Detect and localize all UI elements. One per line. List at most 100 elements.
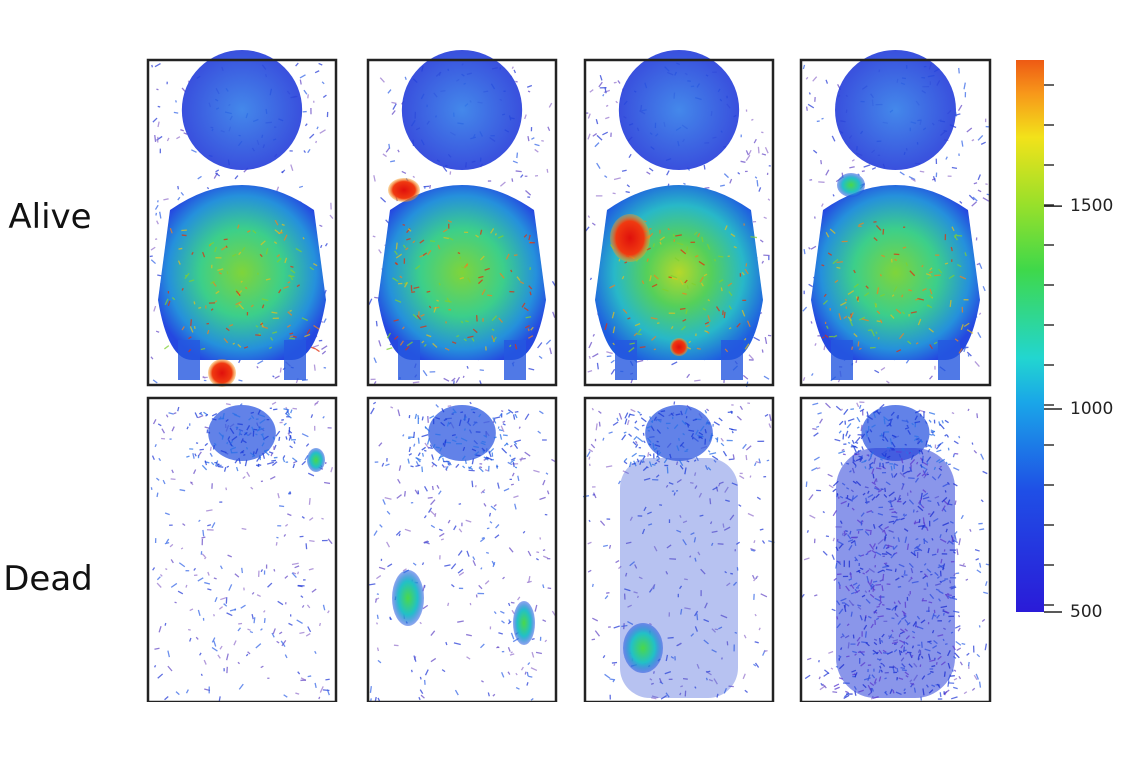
speckle	[718, 255, 724, 258]
speckle	[946, 434, 950, 438]
speckle	[263, 450, 270, 456]
mouse-panel	[583, 50, 775, 388]
speckle	[307, 148, 311, 154]
speckle	[460, 320, 464, 324]
speckle	[890, 314, 895, 319]
speckle	[870, 623, 874, 629]
speckle	[656, 429, 662, 434]
speckle	[430, 499, 436, 506]
speckle	[646, 171, 651, 175]
speckle	[492, 336, 497, 343]
speckle	[933, 341, 938, 345]
speckle	[457, 252, 461, 255]
speckle	[188, 336, 192, 340]
speckle	[744, 343, 750, 350]
speckle	[729, 178, 733, 184]
speckle	[471, 458, 475, 465]
speckle	[304, 123, 308, 127]
speckle	[877, 512, 884, 516]
speckle	[907, 340, 912, 345]
speckle	[707, 422, 711, 426]
speckle	[843, 694, 850, 699]
speckle	[705, 324, 710, 328]
speckle	[919, 413, 922, 417]
speckle	[884, 526, 889, 530]
speckle	[656, 440, 659, 443]
speckle	[255, 325, 259, 328]
speckle	[951, 696, 958, 700]
speckle	[883, 436, 889, 443]
speckle	[910, 576, 913, 580]
speckle	[155, 330, 160, 333]
speckle	[187, 628, 191, 631]
speckle	[165, 538, 170, 544]
speckle	[735, 541, 740, 545]
speckle	[984, 643, 988, 651]
speckle	[670, 325, 674, 330]
speckle	[429, 510, 436, 517]
speckle	[761, 349, 764, 353]
speckle	[905, 262, 909, 267]
speckle	[156, 88, 159, 91]
speckle	[437, 244, 441, 250]
speckle	[261, 434, 266, 441]
speckle	[724, 570, 727, 574]
speckle	[180, 191, 185, 196]
speckle	[185, 689, 189, 694]
speckle	[203, 659, 207, 665]
speckle	[935, 443, 942, 450]
speckle	[673, 424, 679, 430]
speckle	[435, 446, 440, 449]
speckle	[750, 548, 756, 552]
speckle	[920, 463, 923, 468]
speckle	[908, 562, 914, 568]
speckle	[888, 634, 893, 640]
speckle	[979, 528, 985, 531]
speckle	[290, 164, 294, 171]
speckle	[899, 497, 902, 501]
speckle	[432, 342, 438, 348]
speckle	[680, 685, 684, 688]
speckle	[753, 663, 757, 667]
speckle	[289, 309, 292, 312]
speckle	[812, 149, 818, 154]
speckle	[239, 449, 245, 454]
speckle	[936, 576, 940, 579]
speckle	[318, 622, 322, 627]
speckle	[318, 696, 321, 700]
speckle	[296, 284, 300, 288]
speckle	[301, 516, 305, 519]
speckle	[405, 345, 410, 351]
speckle	[279, 367, 282, 373]
speckle	[897, 620, 902, 625]
speckle	[886, 544, 890, 549]
speckle	[443, 377, 450, 382]
speckle	[702, 307, 707, 311]
speckle	[481, 536, 485, 540]
speckle	[628, 413, 631, 418]
speckle	[528, 367, 535, 371]
speckle	[910, 551, 917, 557]
speckle	[663, 458, 668, 464]
speckle	[833, 683, 840, 688]
speckle	[904, 619, 909, 625]
speckle	[217, 268, 224, 271]
speckle	[825, 535, 830, 538]
speckle	[467, 277, 471, 283]
speckle	[486, 551, 489, 554]
speckle	[805, 76, 809, 80]
speckle	[806, 529, 809, 533]
speckle	[695, 429, 699, 435]
speckle	[238, 251, 242, 256]
speckle	[231, 435, 238, 442]
speckle	[225, 403, 231, 406]
speckle	[660, 695, 668, 700]
body	[158, 185, 326, 360]
speckle	[867, 684, 872, 691]
speckle	[810, 321, 813, 324]
speckle	[867, 329, 873, 332]
speckle	[478, 584, 483, 590]
speckle	[737, 171, 741, 175]
speckle	[293, 335, 297, 338]
speckle	[438, 490, 442, 495]
